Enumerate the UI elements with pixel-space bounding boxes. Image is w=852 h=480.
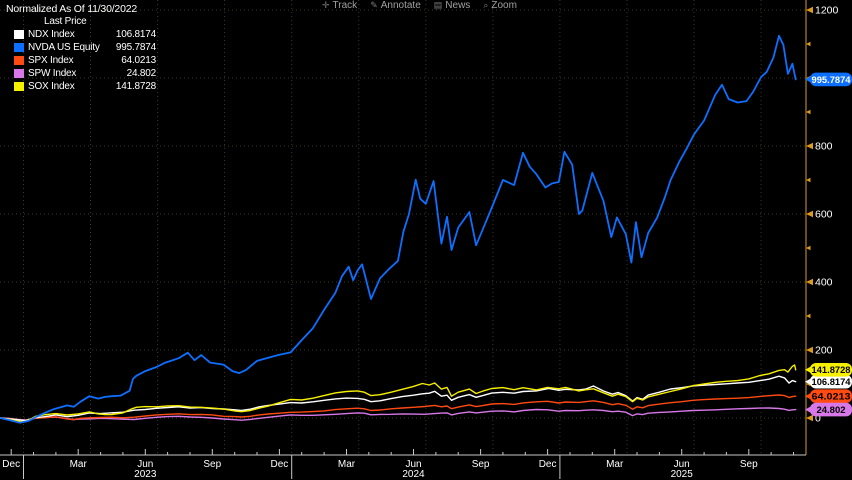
- legend-subtitle: Last Price: [44, 16, 87, 27]
- news-button[interactable]: ▤ News: [434, 0, 471, 11]
- x-axis-year-label: 2024: [402, 469, 425, 480]
- y-axis-tick-label: 0: [815, 413, 821, 425]
- price-badge-ndx: 106.8174: [805, 374, 852, 389]
- legend-item-spx[interactable]: SPX Index 64.0213: [14, 54, 156, 66]
- x-axis-year-label: 2025: [671, 469, 694, 480]
- legend-item-spw[interactable]: SPW Index 24.802: [14, 67, 156, 79]
- ndx-label: NDX Index: [28, 28, 75, 40]
- svg-text:106.8174: 106.8174: [812, 377, 852, 388]
- nvda-last-price: 995.7874: [115, 41, 156, 53]
- zoom-label: Zoom: [491, 0, 517, 11]
- x-axis-month-label: Sep: [740, 459, 758, 470]
- zoom-button[interactable]: ⌕ Zoom: [483, 0, 517, 11]
- series-line-spw[interactable]: [0, 407, 797, 421]
- sox-color-swatch: [14, 81, 24, 91]
- svg-text:64.0213: 64.0213: [812, 392, 851, 403]
- svg-text:24.802: 24.802: [816, 405, 845, 416]
- legend-title: Normalized As Of 11/30/2022: [6, 3, 137, 15]
- series-line-sox[interactable]: [0, 364, 797, 423]
- svg-text:995.7874: 995.7874: [812, 75, 852, 86]
- spw-last-price: 24.802: [126, 67, 157, 79]
- x-axis-year-label: 2023: [134, 469, 157, 480]
- x-axis: Dec Mar Jun Sep Dec Mar Jun Sep Dec Mar Jun Sep 2023…: [0, 449, 806, 480]
- price-badge-sox: 141.8728: [805, 363, 852, 377]
- spx-label: SPX Index: [28, 54, 74, 66]
- news-label: News: [445, 0, 471, 11]
- spw-color-swatch: [14, 68, 24, 78]
- y-axis-tick-label: 200: [815, 345, 833, 357]
- legend-item-ndx[interactable]: NDX Index 106.8174: [14, 28, 156, 40]
- right-y-axis: 0 200 400 600 800 1200: [805, 0, 839, 455]
- y-axis-tick-label: 400: [815, 277, 833, 289]
- legend-item-nvda[interactable]: NVDA US Equity 995.7874: [14, 41, 156, 53]
- spw-label: SPW Index: [28, 67, 77, 79]
- x-axis-month-label: Mar: [70, 459, 88, 470]
- news-icon: ▤: [433, 0, 443, 10]
- annotate-label: Annotate: [380, 0, 421, 11]
- track-button[interactable]: ✛ Track: [322, 0, 357, 11]
- x-axis-month-label: Dec: [271, 459, 289, 470]
- x-axis-month-label: Jun: [137, 459, 153, 470]
- y-axis-tick-label: 600: [815, 209, 833, 221]
- track-icon: ✛: [322, 0, 330, 10]
- x-axis-month-label: Sep: [472, 459, 490, 470]
- sox-label: SOX Index: [28, 80, 75, 92]
- x-axis-month-label: Jun: [405, 459, 421, 470]
- ndx-color-swatch: [14, 29, 24, 39]
- x-axis-month-label: Sep: [203, 459, 221, 470]
- series-line-nvda[interactable]: [0, 34, 797, 424]
- spx-last-price: 64.0213: [121, 54, 156, 66]
- chart-toolbar: ✛ Track ✎ Annotate ▤ News ⌕ Zoom: [322, 0, 517, 11]
- price-badge-spx: 64.0213: [805, 389, 852, 403]
- series-line-ndx[interactable]: [0, 375, 797, 422]
- series-line-spx[interactable]: [0, 394, 797, 422]
- x-axis-month-label: Dec: [539, 459, 557, 470]
- x-axis-month-label: Dec: [2, 459, 20, 470]
- spx-color-swatch: [14, 55, 24, 65]
- sox-last-price: 141.8728: [115, 80, 156, 92]
- x-axis-month-label: Mar: [606, 459, 624, 470]
- price-badge-spw: 24.802: [805, 402, 852, 417]
- y-axis-tick-label: 800: [815, 141, 833, 153]
- x-axis-month-label: Mar: [338, 459, 356, 470]
- y-axis-tick-label: 1200: [815, 5, 839, 17]
- x-axis-month-label: Jun: [674, 459, 690, 470]
- annotate-icon: ✎: [370, 0, 378, 10]
- svg-text:141.8728: 141.8728: [812, 365, 851, 376]
- nvda-color-swatch: [14, 42, 24, 52]
- nvda-label: NVDA US Equity: [28, 41, 100, 53]
- ndx-last-price: 106.8174: [115, 28, 156, 40]
- zoom-icon: ⌕: [483, 0, 489, 10]
- track-label: Track: [332, 0, 358, 11]
- chart-legend: Normalized As Of 11/30/2022 Last Price N…: [6, 3, 156, 93]
- price-badge-nvda: 995.7874: [805, 72, 852, 87]
- annotate-button[interactable]: ✎ Annotate: [370, 0, 421, 11]
- plot-area[interactable]: [0, 0, 806, 455]
- legend-item-sox[interactable]: SOX Index 141.8728: [14, 80, 156, 92]
